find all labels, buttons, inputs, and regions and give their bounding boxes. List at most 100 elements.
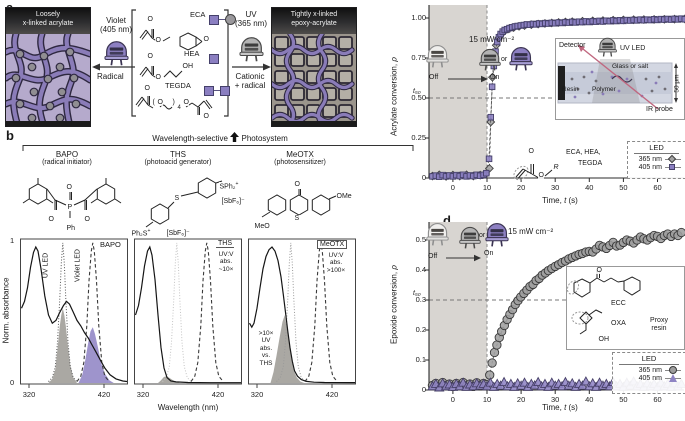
xtick-0: 0 [450,395,455,404]
ths-ph2s: Ph₂S+ [131,228,151,238]
d-legend-title: LED [619,354,679,365]
d-legend: LED 365 nm 405 nm [612,352,685,394]
violet-led-curve-label: Violet LED [74,249,82,282]
diamond-marker-icon [667,154,677,164]
tight-grid-image [272,34,356,126]
spectra-xtick-420: 420 [211,390,225,399]
radical-label: Radical [97,72,124,81]
micrograph-loose-acrylate: Loosely x-linked acrylate [5,7,91,127]
meotx-meo: MeO [254,223,271,230]
hea-legend-icon [209,50,219,68]
xtick-0: 0 [450,183,455,192]
loose-network-image [6,34,90,126]
spectra-xtick-420: 420 [97,390,111,399]
uv-light-label: UV (365 nm) [234,10,267,29]
bapo-tag: BAPO [100,240,121,249]
meotx-s: S [294,215,300,222]
xtick-30: 30 [551,183,560,192]
compound-meotx: MeOTX (photosensitizer) [274,150,326,167]
inset-scale-label: 50 μm [673,74,681,93]
proxy-resin-label: Proxy resin [650,317,668,333]
ytick-0.4: 0.4 [415,265,426,274]
monomer-name-eca: ECA [190,10,206,19]
oxa-label: OXA [611,320,626,327]
tegda-carbonyl-o2: O [203,113,210,120]
ytick-0: 0 [421,173,426,182]
circle-marker-icon [669,366,677,374]
note-ester-o: O [538,172,545,179]
spectra-xlabel: Wavelength (nm) [157,403,219,412]
led-405-icon [508,46,534,76]
ytick-0.25: 0.25 [411,133,426,142]
tegda-legend-icon [204,82,230,100]
tegda-rparen: ) [172,99,176,106]
meotx-ome: OMe [336,193,353,200]
spectra-ylabel: Norm. absorbance [1,277,11,344]
inset-polymer-label: Polymer [592,86,616,93]
uv-led-curve-label: UV LED [42,252,50,279]
inset-glass-label: Glass or salt [612,63,649,70]
d-legend-item-365: 365 nm [613,366,685,374]
monomer-name-hea: HEA [184,49,200,58]
epoxide-conversion-plot [425,222,685,394]
cationic-label: Cationic + radical [234,72,266,91]
ytick-0.2: 0.2 [415,325,426,334]
xtick-30: 30 [551,395,560,404]
hea-oh: OH [182,63,194,70]
inset-uv-led-icon [597,37,618,62]
xtick-20: 20 [516,395,526,404]
d-on-label: On [484,250,494,257]
d-or-label: or [479,232,486,239]
micrograph-header [6,8,90,34]
reaction-cell-diagram [557,44,678,110]
meotx-vs-ths-note: >10× UV abs. vs. THS [258,330,274,367]
d-off-label: Off [428,253,438,260]
panel-b-letter: b [6,128,14,143]
proxy-resin-structures [566,270,641,335]
up-arrow-icon [230,132,240,142]
spectra-xtick-320: 320 [250,390,264,399]
xtick-60: 60 [653,395,662,404]
c-or-label: or [501,56,508,63]
ytick-0.1: 0.1 [415,355,426,364]
tegda-carbonyl-o1: O [144,85,151,92]
spectra-ytick-1: 1 [10,236,15,245]
meotx-ratio-note: UV:V abs. >100× [326,252,346,274]
tegda-subscript-4: 4 [177,105,182,111]
uv-led-icon [238,36,265,67]
c-legend-item-405: 405 nm [628,163,685,171]
ytick-0.50: 0.50 [411,93,426,102]
ytick-0.5: 0.5 [415,235,426,244]
xtick-50: 50 [619,183,628,192]
compound-structures [22,177,337,228]
ytick-0.75: 0.75 [411,53,426,62]
violet-light-label: Violet (405 nm) [99,16,132,35]
ths-spectrum-plot [134,237,242,393]
d-t50-label: t₅₀ [413,290,421,297]
bapo-ph: Ph [66,225,76,232]
spectra-xtick-320: 320 [22,390,36,399]
micrograph-caption: Tightly x-linked epoxy-acrylate [290,11,338,28]
compound-bapo: BAPO (radical initiator) [42,150,92,167]
hea-carbonyl-o: O [147,53,154,60]
inset-irprobe-label: IR probe [646,106,673,113]
hea-ester-o: O [155,74,162,81]
d-legend-item-405: 405 nm [613,374,685,382]
ytick-0.3: 0.3 [415,295,426,304]
ths-sph2: SPh₂+ [219,181,239,191]
micrograph-tight-epoxyacrylate: Tightly x-linked epoxy-acrylate [271,7,357,127]
ths-bridge-s: S [174,195,180,202]
eca-epoxide-o: O [203,36,210,43]
c-irradiance-label: 15 mW cm⁻² [469,35,515,44]
triangle-marker-icon [669,374,677,382]
d-ylabel: Epoxide conversion, ρ [389,265,399,344]
bapo-carbonyl-o1: O [48,216,55,223]
c-on-label: On [490,74,500,81]
micrograph-caption: Loosely x-linked acrylate [22,11,74,28]
oxa-oh: OH [598,336,610,343]
compound-ths: THS (photoacid generator) [144,150,212,167]
c-legend-item-365: 365 nm [628,154,685,164]
tegda-lparen: ( [152,99,156,106]
panel-a-scheme-lines [92,9,271,117]
xtick-50: 50 [619,395,628,404]
